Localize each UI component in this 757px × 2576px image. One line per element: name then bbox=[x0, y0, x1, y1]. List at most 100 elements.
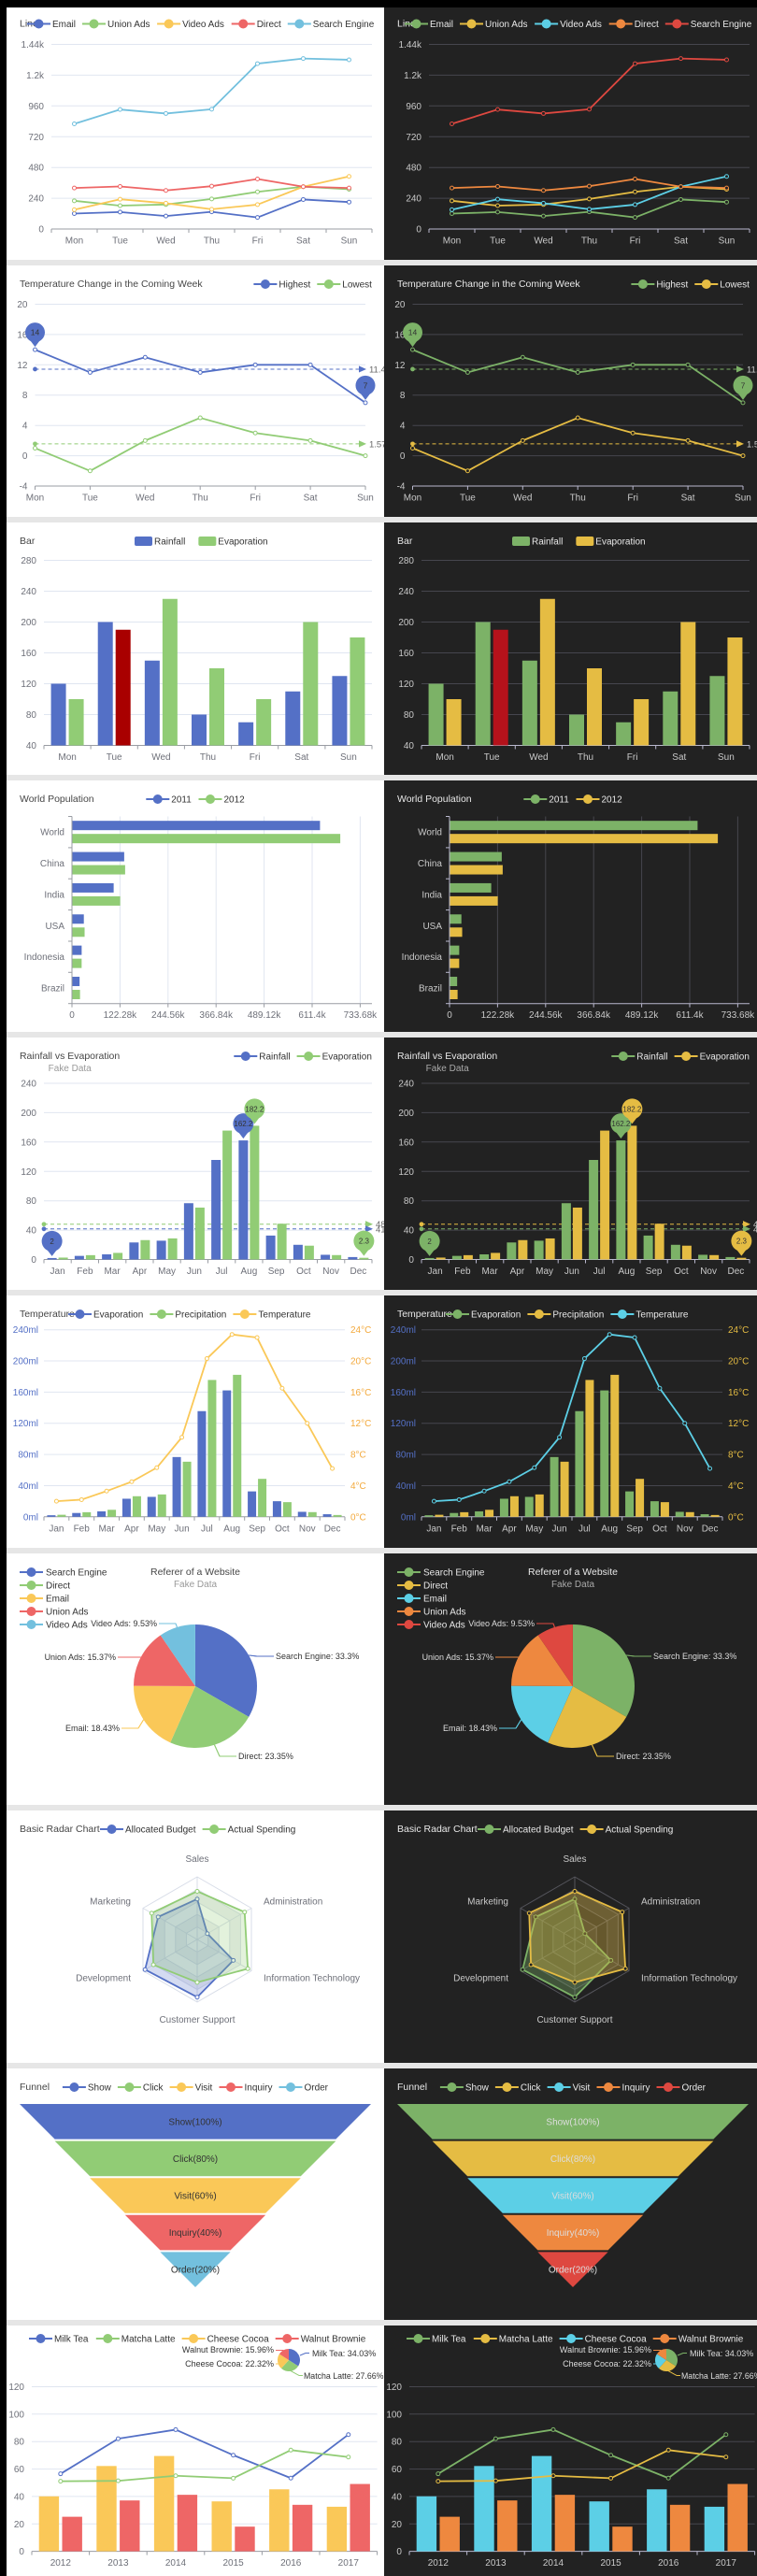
svg-text:80: 80 bbox=[26, 1197, 37, 1208]
svg-text:40ml: 40ml bbox=[395, 1481, 416, 1492]
svg-text:Aug: Aug bbox=[241, 1267, 258, 1277]
svg-text:160: 160 bbox=[398, 1138, 414, 1149]
svg-text:Apr: Apr bbox=[124, 1524, 139, 1534]
svg-text:48.07: 48.07 bbox=[376, 1221, 384, 1231]
svg-text:24°C: 24°C bbox=[350, 1325, 371, 1336]
svg-text:Highest: Highest bbox=[656, 279, 688, 290]
svg-text:Temperature: Temperature bbox=[258, 1310, 310, 1321]
svg-text:Rainfall: Rainfall bbox=[636, 1052, 667, 1063]
svg-text:0°C: 0°C bbox=[350, 1512, 366, 1523]
svg-text:Tue: Tue bbox=[460, 493, 476, 503]
svg-text:Click: Click bbox=[521, 2082, 541, 2093]
svg-text:11.43: 11.43 bbox=[747, 365, 757, 375]
svg-text:Basic Radar Chart: Basic Radar Chart bbox=[397, 1825, 478, 1835]
svg-text:244.56k: 244.56k bbox=[151, 1010, 185, 1021]
svg-text:Nov: Nov bbox=[700, 1267, 717, 1277]
svg-text:Fake Data: Fake Data bbox=[551, 1580, 595, 1590]
svg-text:Union Ads: 15.37%: Union Ads: 15.37% bbox=[422, 1653, 493, 1662]
svg-text:Visit(60%): Visit(60%) bbox=[551, 2191, 593, 2201]
svg-text:Information Technology: Information Technology bbox=[264, 1974, 360, 1984]
svg-text:16: 16 bbox=[17, 330, 28, 340]
svg-text:120: 120 bbox=[398, 1167, 414, 1178]
svg-text:2017: 2017 bbox=[716, 2558, 737, 2569]
svg-text:160: 160 bbox=[398, 649, 414, 659]
svg-text:Milk Tea: 34.03%: Milk Tea: 34.03% bbox=[690, 2349, 753, 2358]
svg-text:Video Ads: 9.53%: Video Ads: 9.53% bbox=[468, 1619, 535, 1628]
svg-text:Matcha Latte: 27.66%: Matcha Latte: 27.66% bbox=[304, 2371, 384, 2381]
svg-text:Sat: Sat bbox=[296, 236, 310, 246]
svg-text:Nov: Nov bbox=[322, 1267, 339, 1277]
svg-text:182.2: 182.2 bbox=[622, 1106, 642, 1114]
svg-text:Nov: Nov bbox=[677, 1524, 693, 1534]
svg-text:Sun: Sun bbox=[735, 493, 751, 503]
svg-text:Development: Development bbox=[453, 1974, 508, 1984]
svg-text:Rainfall: Rainfall bbox=[154, 537, 185, 548]
svg-text:Jul: Jul bbox=[201, 1524, 213, 1534]
svg-text:Fake Data: Fake Data bbox=[426, 1064, 470, 1074]
svg-text:60: 60 bbox=[14, 2465, 25, 2475]
svg-text:Jun: Jun bbox=[552, 1524, 567, 1534]
svg-text:Sat: Sat bbox=[672, 752, 686, 763]
svg-text:Wed: Wed bbox=[513, 493, 532, 503]
svg-text:Feb: Feb bbox=[451, 1524, 468, 1534]
svg-text:Inquiry: Inquiry bbox=[621, 2082, 650, 2093]
svg-text:1.44k: 1.44k bbox=[399, 39, 421, 50]
svg-text:Bar: Bar bbox=[20, 537, 36, 547]
svg-text:4°C: 4°C bbox=[350, 1481, 366, 1492]
svg-text:Jan: Jan bbox=[49, 1524, 64, 1534]
svg-text:611.4k: 611.4k bbox=[298, 1010, 325, 1021]
svg-text:Jan: Jan bbox=[428, 1267, 443, 1277]
svg-text:Sat: Sat bbox=[294, 752, 308, 763]
svg-text:Order: Order bbox=[681, 2082, 706, 2093]
svg-text:Rainfall: Rainfall bbox=[532, 537, 563, 548]
svg-text:366.84k: 366.84k bbox=[199, 1010, 233, 1021]
svg-text:Administration: Administration bbox=[641, 1897, 700, 1908]
svg-text:489.12k: 489.12k bbox=[248, 1010, 281, 1021]
svg-text:Cheese Cocoa: 22.32%: Cheese Cocoa: 22.32% bbox=[563, 2359, 651, 2368]
svg-text:Evaporation: Evaporation bbox=[700, 1052, 750, 1063]
svg-text:40ml: 40ml bbox=[18, 1481, 38, 1492]
svg-text:1.44k: 1.44k bbox=[21, 39, 44, 50]
svg-text:Administration: Administration bbox=[264, 1897, 322, 1908]
svg-text:40: 40 bbox=[392, 2493, 403, 2503]
svg-text:Evaporation: Evaporation bbox=[218, 537, 267, 548]
svg-text:Jun: Jun bbox=[564, 1267, 579, 1277]
svg-text:Temperature Change in the Comi: Temperature Change in the Coming Week bbox=[397, 279, 580, 290]
svg-text:Oct: Oct bbox=[652, 1524, 667, 1534]
svg-text:2: 2 bbox=[427, 1238, 432, 1246]
svg-text:Visit: Visit bbox=[573, 2082, 591, 2093]
svg-text:Email: Email bbox=[423, 1594, 447, 1604]
svg-text:World Population: World Population bbox=[20, 794, 94, 805]
svg-text:Mar: Mar bbox=[99, 1524, 116, 1534]
svg-text:12: 12 bbox=[17, 360, 28, 370]
svg-text:Search Engine: 33.3%: Search Engine: 33.3% bbox=[276, 1652, 359, 1661]
svg-text:16°C: 16°C bbox=[350, 1388, 371, 1398]
svg-text:Mon: Mon bbox=[404, 493, 421, 503]
svg-text:Thu: Thu bbox=[578, 752, 593, 763]
svg-text:Inquiry(40%): Inquiry(40%) bbox=[547, 2228, 600, 2239]
svg-text:Direct: Direct bbox=[423, 1581, 448, 1591]
svg-text:48.07: 48.07 bbox=[753, 1221, 757, 1231]
svg-text:4°C: 4°C bbox=[728, 1481, 744, 1492]
svg-text:Thu: Thu bbox=[570, 493, 586, 503]
svg-text:24°C: 24°C bbox=[728, 1325, 749, 1336]
svg-text:Brazil: Brazil bbox=[419, 983, 442, 994]
svg-text:733.68k: 733.68k bbox=[721, 1010, 755, 1021]
svg-text:8°C: 8°C bbox=[728, 1451, 744, 1461]
svg-text:1.57: 1.57 bbox=[747, 439, 757, 450]
svg-text:Sat: Sat bbox=[681, 493, 695, 503]
svg-text:Indonesia: Indonesia bbox=[24, 952, 65, 963]
svg-text:1.2k: 1.2k bbox=[26, 70, 44, 80]
svg-text:41.63: 41.63 bbox=[376, 1225, 384, 1236]
svg-text:Basic Radar Chart: Basic Radar Chart bbox=[20, 1825, 100, 1835]
svg-text:611.4k: 611.4k bbox=[676, 1010, 703, 1021]
svg-text:120: 120 bbox=[8, 2383, 24, 2393]
svg-text:2017: 2017 bbox=[338, 2558, 360, 2569]
svg-text:World: World bbox=[40, 827, 64, 837]
svg-text:China: China bbox=[40, 859, 65, 869]
svg-text:Aug: Aug bbox=[619, 1267, 636, 1277]
svg-text:Thu: Thu bbox=[193, 493, 208, 503]
svg-text:720: 720 bbox=[28, 132, 44, 142]
svg-text:2012: 2012 bbox=[601, 794, 622, 805]
svg-text:Video Ads: Video Ads bbox=[182, 20, 224, 30]
